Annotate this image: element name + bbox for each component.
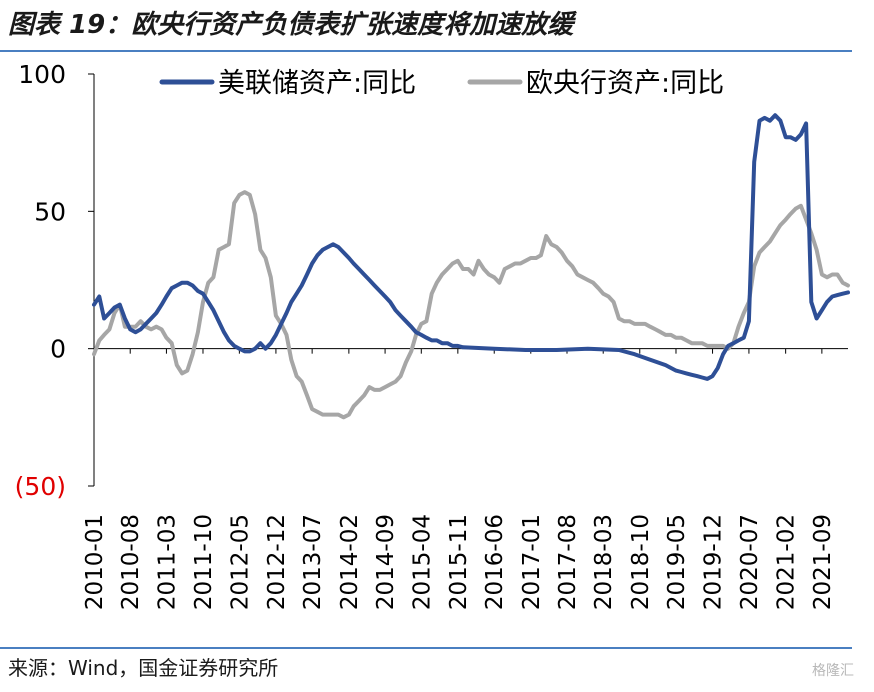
legend: 美联储资产:同比 欧央行资产:同比 bbox=[159, 68, 724, 99]
x-tick-label: 2010-08 bbox=[118, 514, 144, 610]
ecb-assets-yoy-line bbox=[92, 190, 850, 420]
footer-rule bbox=[0, 647, 852, 649]
x-tick-label: 2012-12 bbox=[264, 514, 290, 610]
y-tick-label: (50) bbox=[15, 472, 66, 501]
y-tick-label: 0 bbox=[50, 335, 66, 364]
x-tick-label: 2021-09 bbox=[810, 514, 836, 610]
legend-label: 欧央行资产:同比 bbox=[526, 68, 724, 99]
x-tick-label: 2011-10 bbox=[191, 514, 217, 610]
chart-title: 图表 19：欧央行资产负债表扩张速度将加速放缓 bbox=[8, 10, 574, 40]
y-tick-labels: 100 50 0 (50) bbox=[15, 60, 94, 501]
x-tick-label: 2015-04 bbox=[409, 514, 435, 610]
x-tick-label: 2016-06 bbox=[482, 514, 508, 610]
x-tick-label: 2020-07 bbox=[737, 514, 763, 610]
x-tick-label: 2015-11 bbox=[446, 514, 472, 610]
x-tick-label: 2011-03 bbox=[154, 514, 180, 610]
fed-assets-yoy-line bbox=[92, 113, 850, 381]
x-tick-label: 2019-12 bbox=[701, 514, 727, 610]
x-tick-label: 2018-03 bbox=[591, 514, 617, 610]
y-tick-label: 50 bbox=[34, 197, 66, 226]
source-note: 来源：Wind，国金证券研究所 bbox=[8, 656, 279, 680]
y-tick-label: 100 bbox=[18, 60, 66, 89]
watermark-text: 格隆汇 bbox=[812, 663, 854, 679]
x-tick-label: 2013-07 bbox=[300, 514, 326, 610]
legend-label: 美联储资产:同比 bbox=[218, 68, 416, 99]
x-tick-label: 2017-08 bbox=[555, 514, 581, 610]
header-rule bbox=[0, 50, 852, 52]
x-tick-label: 2019-05 bbox=[664, 514, 690, 610]
x-tick-labels: 2010-01 2010-08 2011-03 2011-10 2012-05 2012-… bbox=[82, 348, 836, 610]
x-tick-label: 2018-10 bbox=[628, 514, 654, 610]
x-tick-label: 2010-01 bbox=[82, 514, 108, 610]
x-tick-label: 2021-02 bbox=[774, 514, 800, 610]
x-tick-label: 2014-09 bbox=[373, 514, 399, 610]
x-tick-label: 2012-05 bbox=[227, 514, 253, 610]
x-tick-label: 2014-02 bbox=[337, 514, 363, 610]
x-tick-label: 2017-01 bbox=[519, 514, 545, 610]
series-lines bbox=[92, 113, 850, 420]
axes bbox=[93, 74, 848, 486]
